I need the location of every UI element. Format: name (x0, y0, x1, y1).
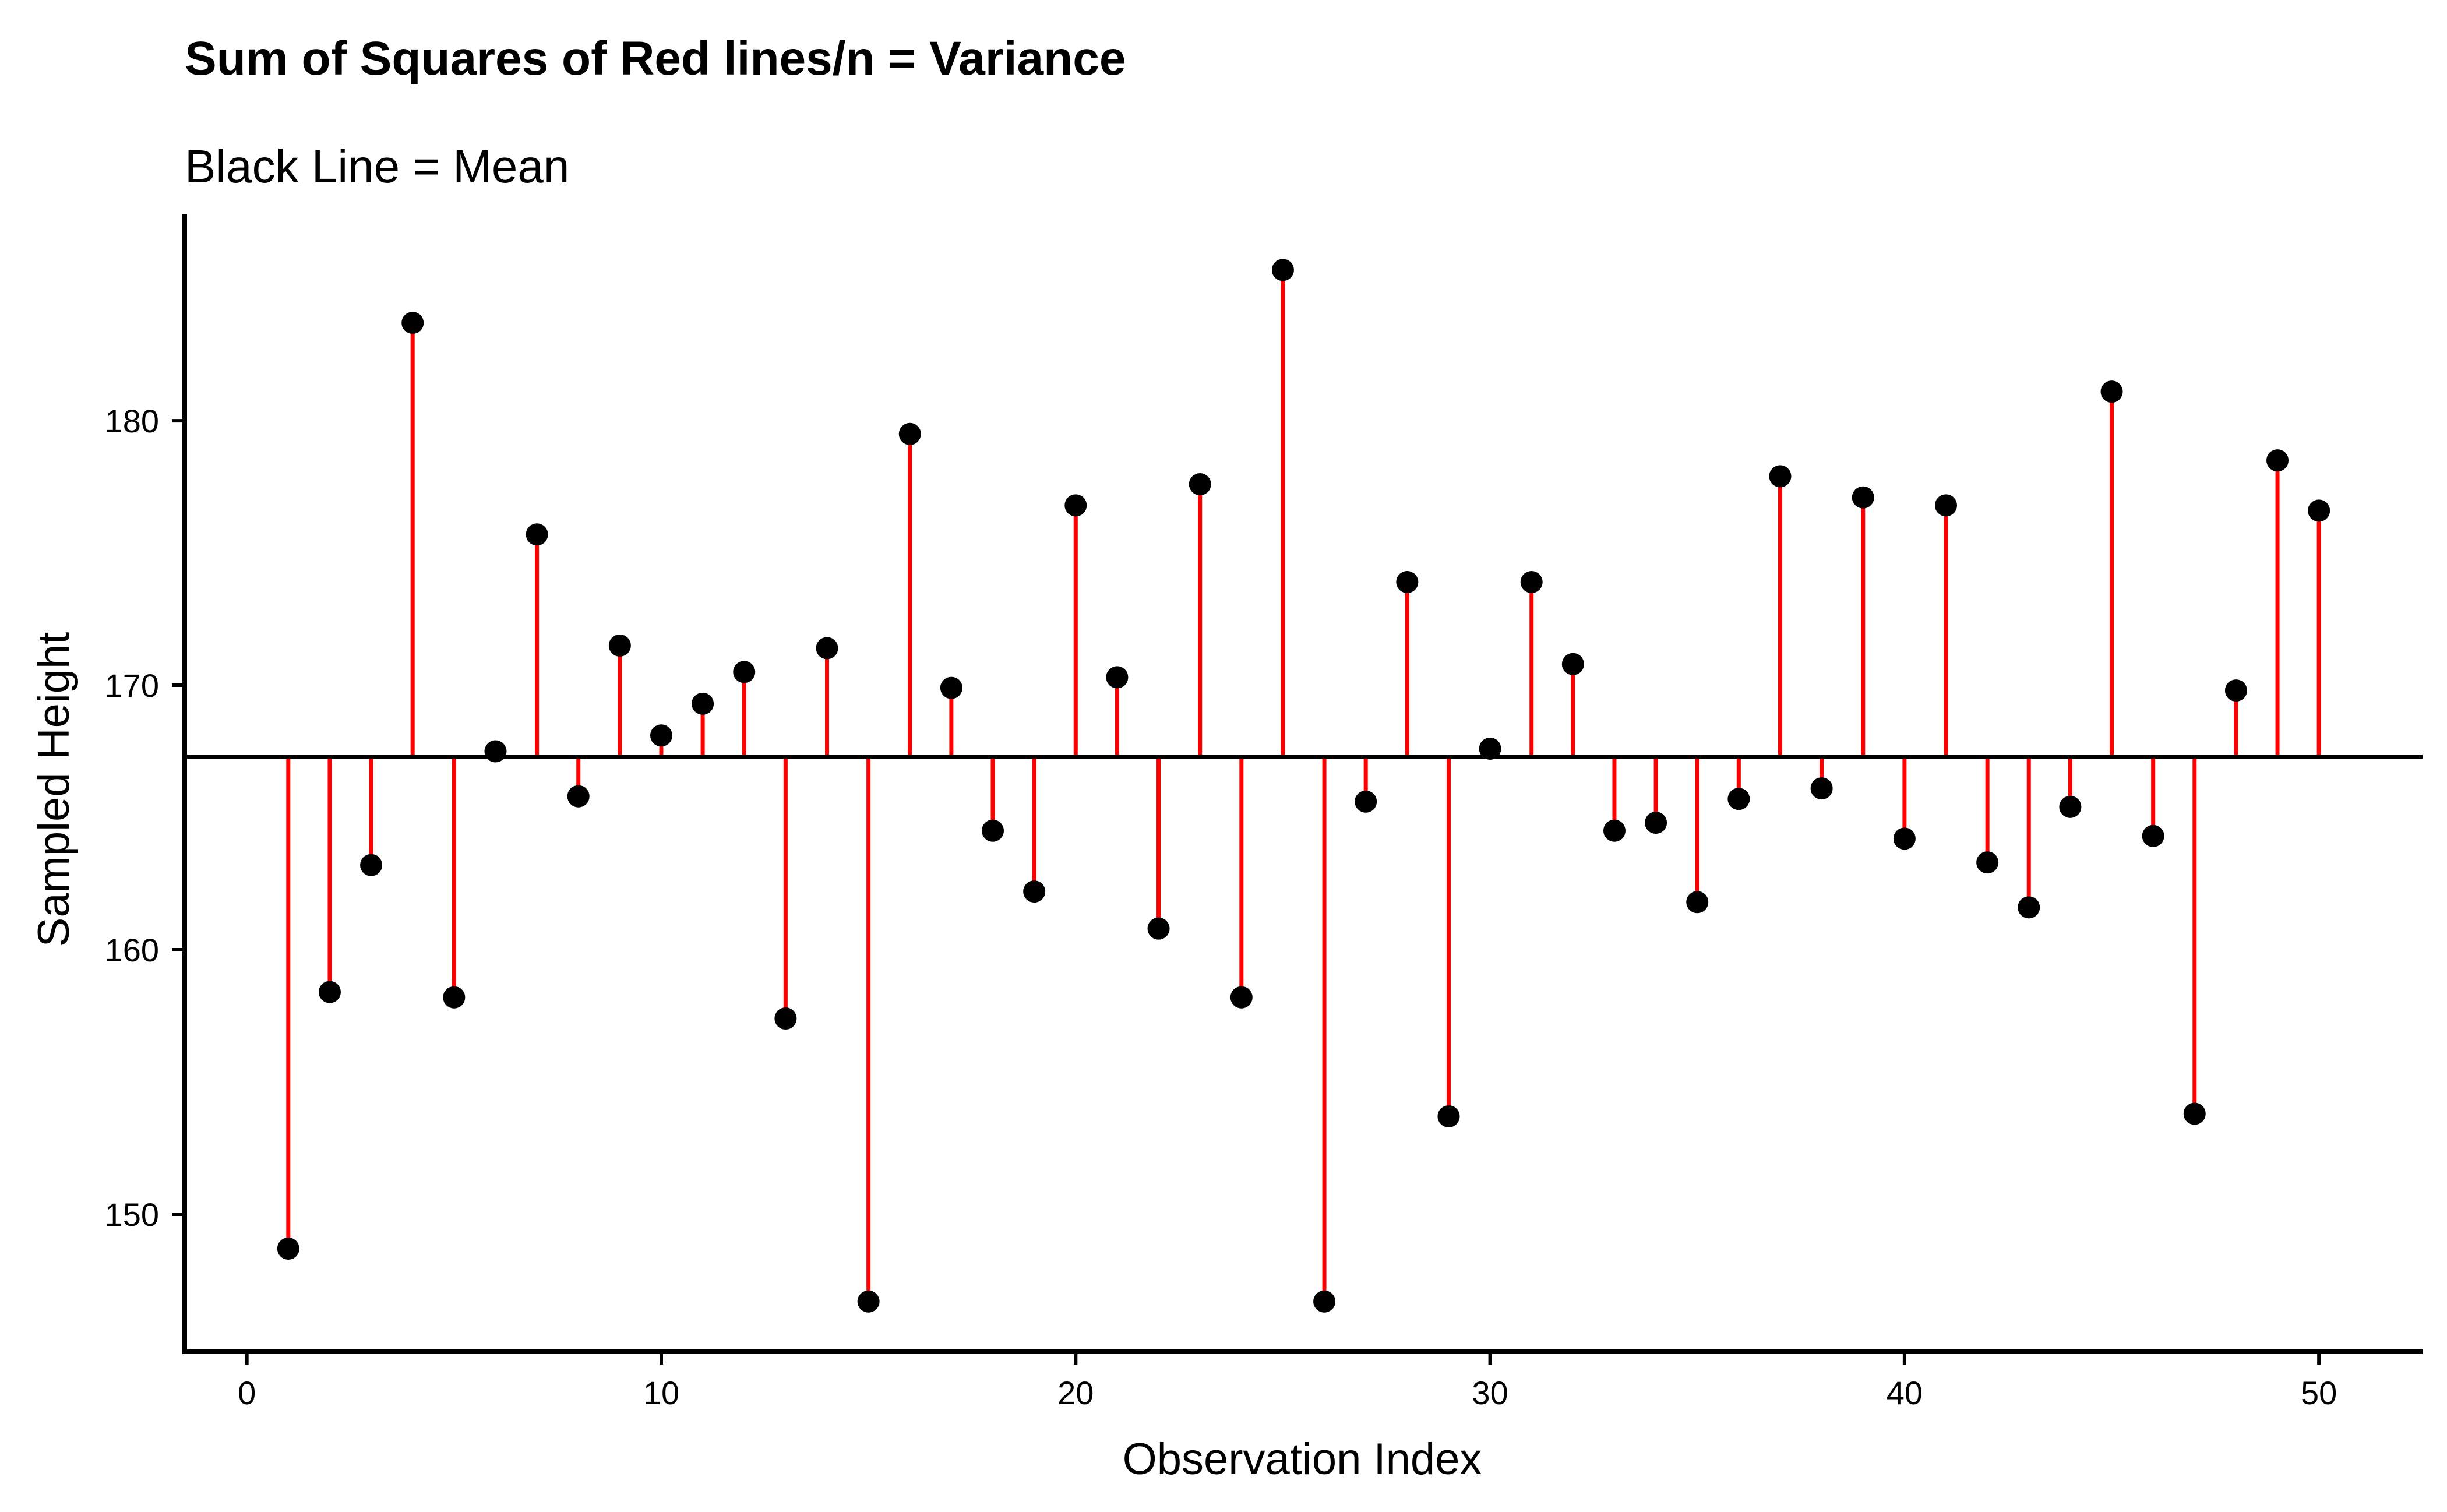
data-point (940, 676, 962, 699)
data-point (857, 1290, 880, 1313)
data-point (443, 986, 466, 1009)
data-point (567, 785, 590, 808)
chart-subtitle: Black Line = Mean (185, 140, 569, 192)
data-point (692, 692, 714, 715)
data-point (1645, 812, 1667, 834)
data-point (2266, 449, 2289, 472)
data-point (1106, 666, 1129, 689)
data-point (1976, 851, 1999, 874)
plot-area (185, 259, 2423, 1313)
x-tick-label: 0 (238, 1374, 256, 1411)
data-point (2183, 1102, 2206, 1125)
data-point (1437, 1105, 1460, 1127)
data-point (1479, 737, 1501, 760)
data-point (2224, 679, 2247, 702)
data-point (1271, 259, 1294, 281)
data-point (816, 637, 838, 660)
x-axis-ticks: 0 10 20 30 40 50 (238, 1352, 2337, 1411)
data-point (2142, 824, 2164, 847)
y-axis-ticks: 150 160 170 180 (105, 403, 185, 1233)
data-point (733, 661, 756, 683)
data-point (277, 1237, 299, 1260)
data-point (1686, 891, 1709, 914)
data-point (1769, 465, 1792, 488)
x-tick-label: 40 (1887, 1374, 1923, 1411)
data-point (2059, 795, 2082, 818)
data-point (1935, 494, 1958, 517)
data-point (1064, 494, 1087, 517)
data-point (1355, 790, 1377, 813)
x-tick-label: 50 (2301, 1374, 2337, 1411)
data-point (982, 819, 1004, 842)
data-point (650, 724, 672, 747)
data-point (774, 1007, 797, 1030)
data-point (608, 634, 631, 657)
data-point (1810, 777, 1833, 800)
data-point (1396, 570, 1419, 593)
y-tick-label: 160 (105, 932, 159, 968)
data-point (898, 422, 921, 445)
x-tick-label: 10 (643, 1374, 679, 1411)
data-point (1893, 827, 1916, 850)
data-point (2018, 896, 2040, 919)
data-point (1561, 653, 1584, 675)
data-points (277, 259, 2330, 1313)
data-point (1023, 880, 1046, 903)
data-point (318, 981, 341, 1003)
data-point (1189, 473, 1211, 496)
x-tick-label: 30 (1472, 1374, 1508, 1411)
y-tick-label: 150 (105, 1196, 159, 1233)
data-point (1603, 819, 1626, 842)
data-point (2308, 499, 2330, 522)
data-point (401, 312, 424, 334)
y-tick-label: 180 (105, 403, 159, 439)
chart-title: Sum of Squares of Red lines/n = Variance (185, 32, 1126, 85)
y-axis-label: Sampled Height (29, 632, 79, 947)
data-point (1147, 917, 1170, 940)
data-point (1230, 986, 1253, 1009)
data-point (526, 523, 548, 546)
y-tick-label: 170 (105, 667, 159, 704)
data-point (484, 740, 507, 763)
x-axis-label: Observation Index (1123, 1435, 1482, 1484)
data-point (1852, 486, 1874, 509)
data-point (1313, 1290, 1336, 1313)
data-point (360, 854, 383, 876)
x-tick-label: 20 (1057, 1374, 1094, 1411)
data-point (1727, 788, 1750, 810)
data-point (2100, 380, 2123, 403)
data-point (1520, 570, 1543, 593)
